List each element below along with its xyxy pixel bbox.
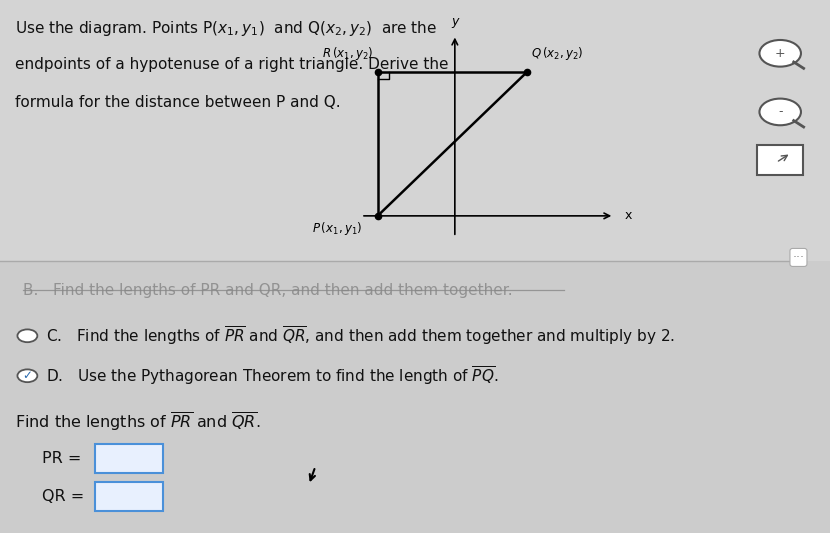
Text: PR =: PR = bbox=[42, 451, 81, 466]
Circle shape bbox=[17, 369, 37, 382]
Text: y: y bbox=[452, 15, 458, 28]
Text: endpoints of a hypotenuse of a right triangle. Derive the: endpoints of a hypotenuse of a right tri… bbox=[15, 57, 448, 72]
Text: $P\,(x_1,y_1)$: $P\,(x_1,y_1)$ bbox=[312, 220, 363, 237]
Text: -: - bbox=[778, 106, 783, 118]
Circle shape bbox=[759, 99, 801, 125]
FancyBboxPatch shape bbox=[0, 0, 830, 261]
Circle shape bbox=[17, 329, 37, 342]
Text: Use the diagram. Points P$(x_1,y_1)$  and Q$(x_2,y_2)$  are the: Use the diagram. Points P$(x_1,y_1)$ and… bbox=[15, 19, 437, 38]
Text: ···: ··· bbox=[793, 251, 804, 264]
Text: $R\,(x_1,y_2)$: $R\,(x_1,y_2)$ bbox=[322, 45, 374, 62]
Text: D.   Use the Pythagorean Theorem to find the length of $\overline{PQ}$.: D. Use the Pythagorean Theorem to find t… bbox=[46, 365, 498, 387]
FancyBboxPatch shape bbox=[95, 482, 163, 511]
FancyBboxPatch shape bbox=[95, 444, 163, 473]
Text: x: x bbox=[624, 209, 632, 222]
Text: C.   Find the lengths of $\overline{PR}$ and $\overline{QR}$, and then add them : C. Find the lengths of $\overline{PR}$ a… bbox=[46, 325, 675, 347]
Text: +: + bbox=[775, 47, 785, 60]
Text: ✓: ✓ bbox=[22, 369, 32, 382]
Text: Find the lengths of $\overline{PR}$ and $\overline{QR}$.: Find the lengths of $\overline{PR}$ and … bbox=[15, 409, 261, 433]
Text: $Q\,(x_2,y_2)$: $Q\,(x_2,y_2)$ bbox=[531, 45, 583, 62]
FancyBboxPatch shape bbox=[757, 145, 803, 175]
Text: B.   Find the lengths of PR and QR, and then add them together.: B. Find the lengths of PR and QR, and th… bbox=[23, 283, 513, 298]
Text: formula for the distance between P and Q.: formula for the distance between P and Q… bbox=[15, 95, 340, 110]
Circle shape bbox=[759, 40, 801, 67]
Text: QR =: QR = bbox=[42, 489, 84, 504]
